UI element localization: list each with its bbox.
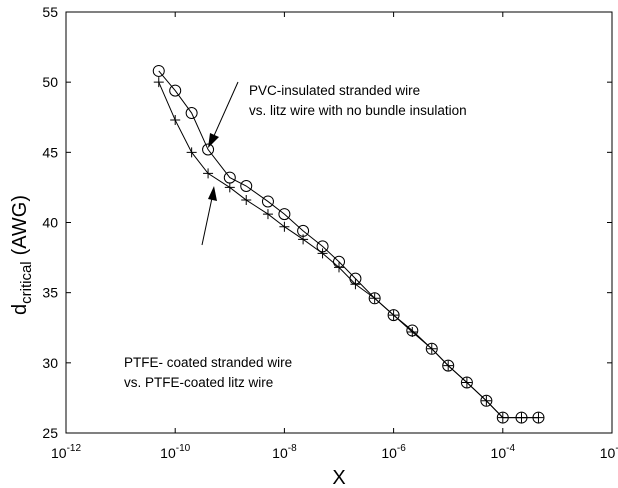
series-1-circle-marker	[425, 342, 438, 355]
series-1-circle-marker	[442, 359, 455, 372]
x-tick-label: 10-8	[272, 443, 297, 461]
x-tick-label: 10-10	[160, 443, 190, 461]
series-2-plus-marker	[186, 147, 197, 158]
annotation-pvc-arrowhead	[208, 133, 219, 148]
series-2-plus-marker	[388, 310, 399, 321]
y-tick-label: 45	[42, 144, 58, 160]
series-2-plus-marker	[317, 248, 328, 259]
series-2-plus-marker	[334, 262, 344, 273]
x-tick-label: 10-6	[381, 443, 406, 461]
svg-text:dcritical(AWG): dcritical (AWG)	[9, 195, 35, 315]
annotation-pvc-line1: PVC-insulated stranded wire	[249, 83, 420, 98]
series-2-plus-marker	[241, 195, 252, 206]
y-axis-title-main: d	[9, 304, 31, 315]
y-axis-title: dcritical (AWG)	[9, 195, 35, 315]
y-axis-title-subscript: critical	[18, 261, 35, 304]
x-axis-title: X	[332, 467, 345, 488]
x-tick-label: 10-12	[51, 443, 81, 461]
series-2-plus-marker	[443, 360, 454, 371]
y-tick-label: 30	[42, 355, 58, 371]
series-2-plus-marker	[170, 115, 181, 126]
y-tick-label: 35	[42, 285, 58, 301]
series-1-circle-marker	[387, 309, 400, 322]
ticks: 10-12 10-10 10-8 10-6 10-4 10-2 25 30 35 40 45 50 55	[42, 4, 618, 461]
annotation-ptfe-line2: vs. PTFE-coated litz wire	[124, 375, 273, 390]
series-2-plus-marker	[369, 293, 380, 304]
series-1-circle-marker	[185, 107, 198, 120]
series-2-plus-marker	[497, 412, 508, 423]
series-2-plus-marker	[279, 221, 290, 232]
series-2-plus-marker	[153, 77, 164, 88]
y-tick-label: 50	[42, 74, 58, 90]
series-1-circle-marker	[169, 84, 182, 97]
y-tick-label: 55	[42, 4, 58, 20]
annotation-ptfe-arrow-line	[201, 197, 213, 246]
series-2-plus-marker	[350, 279, 361, 290]
series-2-plus-marker	[461, 377, 472, 388]
series-1-circle-marker	[278, 208, 291, 221]
series-1-circle-marker	[460, 376, 473, 389]
series-layer	[152, 64, 545, 424]
series-2-plus-marker	[533, 412, 544, 423]
y-tick-label: 25	[42, 425, 58, 441]
series-1-circle-marker	[480, 394, 493, 407]
annotation-pvc-line2: vs. litz wire with no bundle insulation	[249, 103, 467, 118]
series-2-plus-marker	[203, 168, 214, 179]
series-2-plus-marker	[262, 209, 273, 220]
x-tick-label: 10-4	[491, 443, 516, 461]
series-1-circle-marker	[202, 143, 215, 156]
x-tick-label: 10-2	[600, 443, 618, 461]
series-1-circle-marker	[240, 180, 253, 193]
series-2-plus-marker	[426, 343, 437, 354]
series-1-circle-marker	[368, 292, 381, 305]
series-2-plus-marker	[298, 234, 309, 245]
series-2-line	[158, 81, 539, 419]
y-tick-label: 40	[42, 215, 58, 231]
series-2-plus-marker	[481, 395, 492, 406]
series-2-plus-marker	[224, 182, 235, 193]
annotation-ptfe-arrowhead	[208, 186, 217, 201]
annotation-pvc-arrow-line	[212, 81, 239, 139]
series-2-plus-marker	[407, 326, 418, 337]
series-1-circle-marker	[152, 64, 165, 77]
series-2-plus-marker	[516, 412, 527, 423]
y-axis-title-unit: (AWG)	[9, 195, 31, 255]
series-1-circle-marker	[261, 195, 274, 208]
annotation-ptfe-line1: PTFE- coated stranded wire	[124, 355, 292, 370]
